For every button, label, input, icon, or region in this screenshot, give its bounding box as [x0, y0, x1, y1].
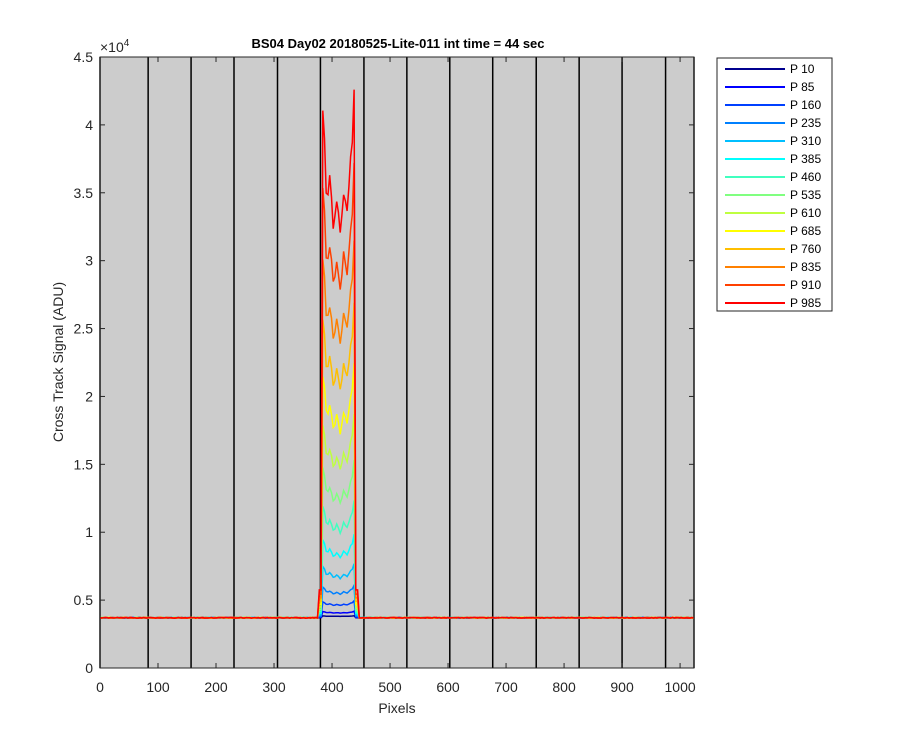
y-axis: 0 0.5 1 1.5 2 2.5 3 3.5 4 4.5 — [74, 49, 694, 676]
legend-label: P 10 — [790, 62, 815, 76]
y-tick-label: 4 — [85, 117, 93, 133]
y-tick-label: 1 — [85, 524, 93, 540]
legend-label: P 310 — [790, 134, 821, 148]
x-tick-label: 700 — [494, 679, 518, 695]
x-tick-label: 600 — [436, 679, 460, 695]
x-axis-label: Pixels — [378, 700, 415, 716]
legend-label: P 160 — [790, 98, 821, 112]
legend-label: P 535 — [790, 188, 821, 202]
y-tick-label: 1.5 — [74, 456, 94, 472]
legend-label: P 685 — [790, 224, 821, 238]
y-tick-label: 3 — [85, 253, 93, 269]
y-tick-label: 4.5 — [74, 49, 94, 65]
legend-label: P 610 — [790, 206, 821, 220]
vertical-lines — [99, 57, 695, 668]
x-tick-label: 100 — [146, 679, 170, 695]
x-tick-label: 400 — [320, 679, 344, 695]
plot-frame — [99, 56, 695, 669]
x-tick-label: 800 — [552, 679, 576, 695]
x-tick-label: 1000 — [665, 679, 696, 695]
y-exponent: ×104 — [100, 38, 130, 55]
y-axis-label: Cross Track Signal (ADU) — [50, 282, 66, 442]
y-tick-label: 3.5 — [74, 185, 94, 201]
y-exponent-power: 4 — [124, 38, 130, 49]
series-line — [100, 89, 694, 620]
series-lines — [99, 89, 694, 620]
y-tick-label: 0 — [85, 660, 93, 676]
x-tick-label: 300 — [262, 679, 286, 695]
legend-label: P 910 — [790, 278, 821, 292]
legend-label: P 85 — [790, 80, 815, 94]
legend-label: P 235 — [790, 116, 821, 130]
legend: P 10 P 85 P 160 P 235 P 310 P 385 P 460 P 535 P … — [716, 57, 833, 312]
x-tick-label: 500 — [378, 679, 402, 695]
x-tick-label: 900 — [610, 679, 634, 695]
plot-area — [100, 57, 694, 668]
legend-box — [716, 57, 833, 312]
x-tick-label: 0 — [96, 679, 104, 695]
y-exponent-base: ×10 — [100, 39, 124, 55]
legend-label: P 835 — [790, 260, 821, 274]
x-tick-label: 200 — [204, 679, 228, 695]
y-tick-label: 0.5 — [74, 592, 94, 608]
legend-label: P 385 — [790, 152, 821, 166]
x-axis: 0 100 200 300 400 500 600 700 800 900 1000 — [96, 57, 696, 695]
legend-label: P 460 — [790, 170, 821, 184]
y-tick-label: 2 — [85, 388, 93, 404]
y-tick-label: 2.5 — [74, 321, 94, 337]
legend-label: P 760 — [790, 242, 821, 256]
chart-title: BS04 Day02 20180525-Lite-011 int time = … — [251, 36, 544, 51]
legend-label: P 985 — [790, 296, 821, 310]
